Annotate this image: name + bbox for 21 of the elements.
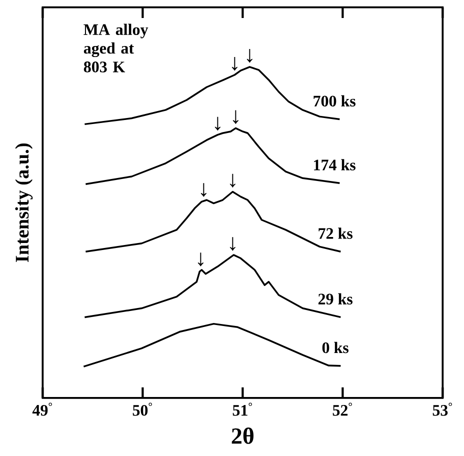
x-tick-label: 52$^{°}$: [332, 402, 352, 416]
annotation: ↓: [230, 174, 236, 188]
series-label: 700 ks: [314, 95, 356, 107]
annotation: ↓: [232, 110, 238, 124]
annotation: ↓: [200, 183, 206, 197]
x-axis-title: 2θ: [232, 428, 254, 444]
annotation: ↓: [232, 56, 238, 71]
series-label: 29 ks: [318, 293, 352, 304]
x-tick-label: 50$^{°}$: [132, 402, 152, 416]
annotation: MA alloy aged at 803 K: [84, 24, 148, 72]
annotation: ↓: [230, 237, 236, 251]
x-tick-label: 53$^{°}$: [432, 402, 452, 416]
annotation: ↓: [214, 116, 220, 131]
x-tick-label: 51$^{°}$: [232, 402, 252, 416]
annotation: ↓: [198, 252, 204, 266]
y-axis-title: Intensity (a.u.): [15, 144, 33, 262]
annotation: ↓: [246, 49, 252, 63]
series-label: 174 ks: [314, 159, 356, 170]
x-tick-label: 49$^{°}$: [32, 402, 52, 416]
series-label: 72 ks: [318, 228, 352, 239]
series-label: 0 ks: [322, 342, 348, 354]
